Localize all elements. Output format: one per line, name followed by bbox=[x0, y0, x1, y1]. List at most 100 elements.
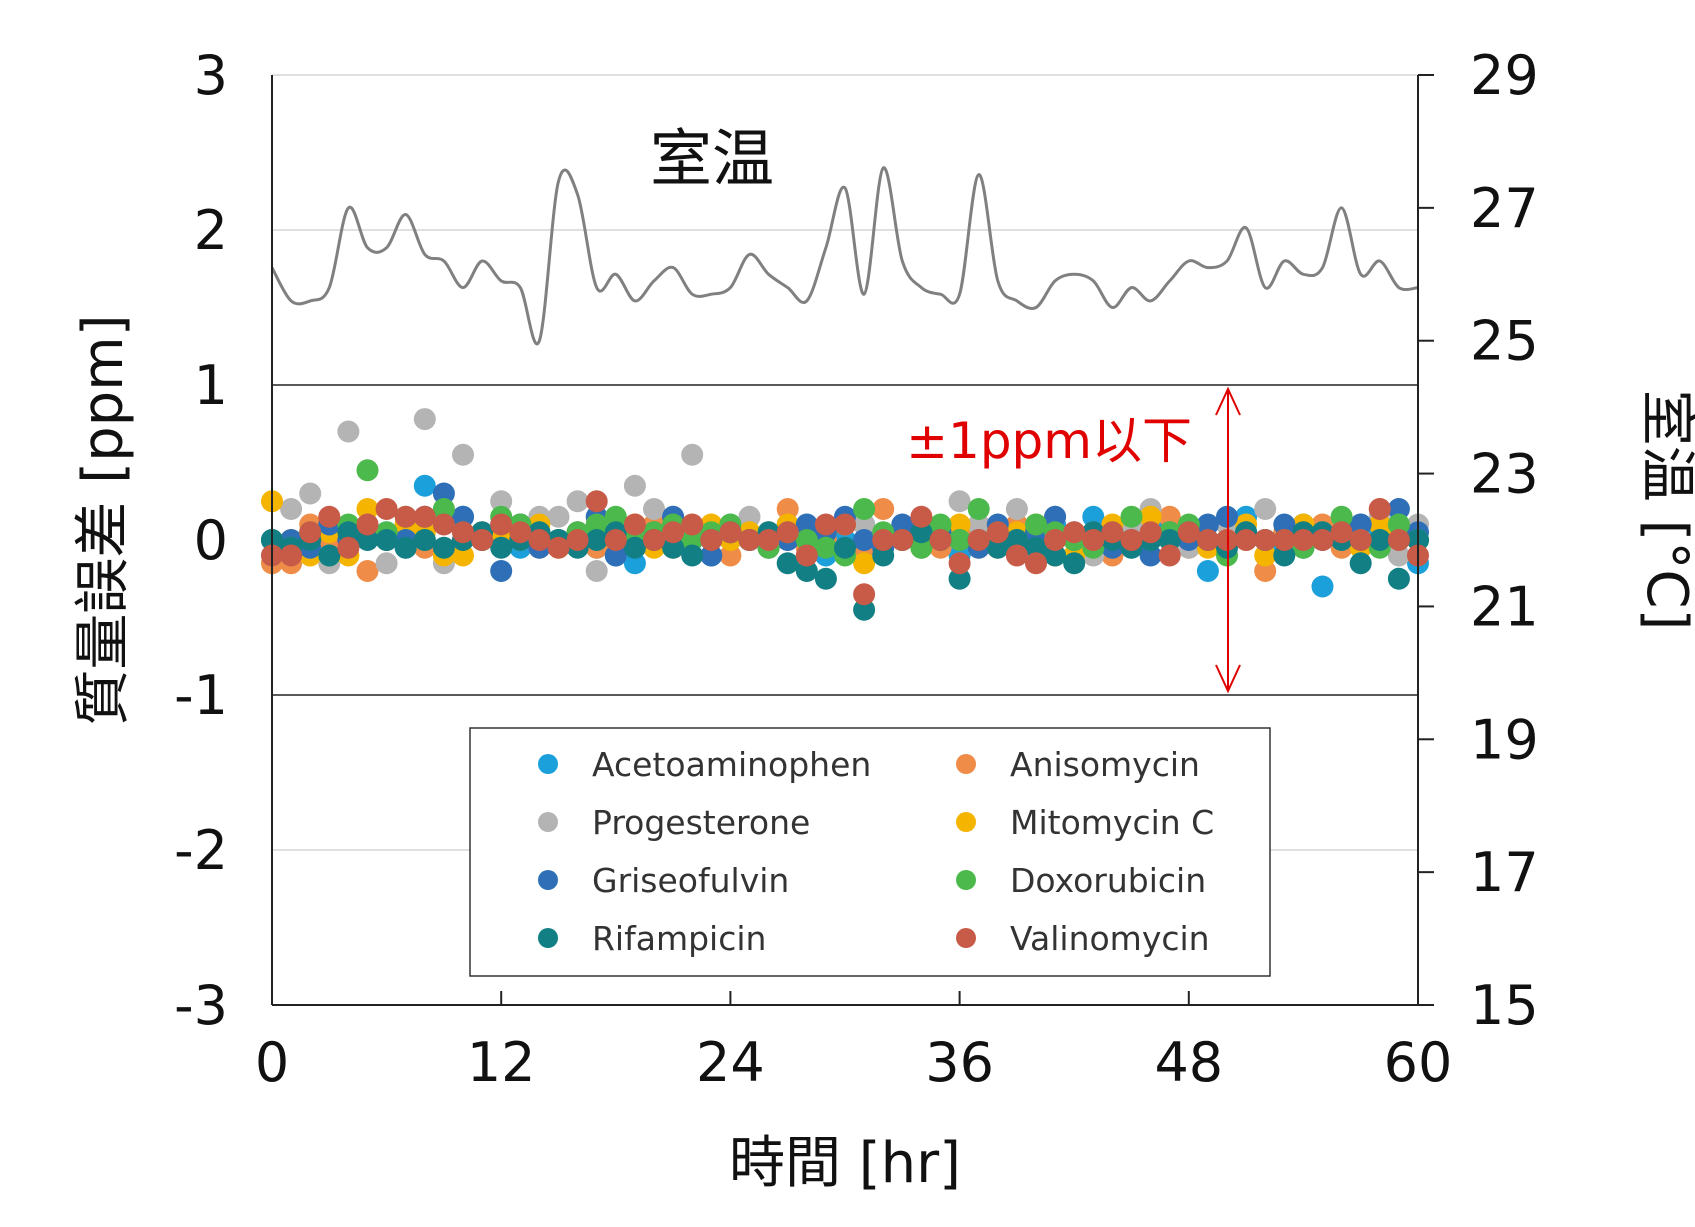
point-valinomycin-23 bbox=[700, 529, 723, 551]
point-rifampicin-57 bbox=[1349, 552, 1372, 575]
point-progesterone-12 bbox=[490, 490, 513, 513]
point-doxorubicin-9 bbox=[432, 498, 455, 520]
point-valinomycin-3 bbox=[318, 505, 341, 528]
point-griseofulvin-49 bbox=[1196, 513, 1219, 536]
point-rifampicin-31 bbox=[853, 598, 876, 621]
point-rifampicin-19 bbox=[623, 536, 646, 559]
point-rifampicin-22 bbox=[681, 544, 704, 567]
point-valinomycin-56 bbox=[1330, 521, 1353, 544]
point-progesterone-19 bbox=[623, 474, 646, 497]
point-valinomycin-46 bbox=[1139, 521, 1162, 544]
y2-tick-label-0: 29 bbox=[1470, 44, 1539, 107]
point-rifampicin-27 bbox=[776, 552, 799, 575]
point-rifampicin-17 bbox=[585, 529, 608, 551]
point-rifampicin-12 bbox=[490, 536, 513, 559]
point-mitomycin-c-31 bbox=[853, 552, 876, 575]
point-valinomycin-17 bbox=[585, 490, 608, 513]
point-acetoaminophen-19 bbox=[623, 552, 646, 575]
point-griseofulvin-9 bbox=[432, 482, 455, 505]
point-valinomycin-29 bbox=[814, 513, 837, 536]
point-mitomycin-c-10 bbox=[452, 544, 474, 567]
point-rifampicin-8 bbox=[413, 529, 436, 551]
point-valinomycin-52 bbox=[1254, 529, 1277, 551]
point-doxorubicin-28 bbox=[795, 529, 818, 551]
point-anisomycin-24 bbox=[719, 544, 742, 567]
point-acetoaminophen-55 bbox=[1311, 575, 1334, 598]
point-valinomycin-51 bbox=[1235, 529, 1258, 551]
point-valinomycin-54 bbox=[1292, 529, 1315, 551]
point-mitomycin-c-5 bbox=[356, 498, 379, 520]
point-valinomycin-58 bbox=[1368, 498, 1391, 520]
legend-marker-rifampicin bbox=[538, 928, 558, 948]
point-anisomycin-27 bbox=[776, 498, 799, 520]
legend-label-progesterone: Progesterone bbox=[592, 803, 810, 842]
point-valinomycin-21 bbox=[662, 521, 685, 544]
point-rifampicin-4 bbox=[337, 521, 360, 544]
point-valinomycin-26 bbox=[757, 529, 780, 551]
point-valinomycin-25 bbox=[738, 529, 761, 551]
point-valinomycin-43 bbox=[1082, 529, 1105, 551]
limit-lines bbox=[272, 384, 1418, 696]
point-griseofulvin-46 bbox=[1139, 544, 1162, 567]
legend-marker-griseofulvin bbox=[538, 870, 558, 890]
legend-label-griseofulvin: Griseofulvin bbox=[592, 861, 789, 900]
y-tick-label-5: -2 bbox=[174, 819, 228, 882]
point-progesterone-37 bbox=[967, 513, 990, 536]
y-tick-label-6: -3 bbox=[174, 974, 228, 1037]
point-valinomycin-33 bbox=[891, 529, 914, 551]
point-rifampicin-21 bbox=[662, 536, 685, 559]
point-rifampicin-3 bbox=[318, 544, 341, 567]
y2-tick-label-5: 19 bbox=[1470, 708, 1539, 771]
point-progesterone-52 bbox=[1254, 498, 1277, 520]
point-doxorubicin-37 bbox=[967, 498, 990, 520]
point-rifampicin-7 bbox=[394, 536, 417, 559]
point-doxorubicin-22 bbox=[681, 529, 704, 551]
point-valinomycin-20 bbox=[643, 529, 665, 551]
point-rifampicin-42 bbox=[1063, 552, 1086, 575]
point-valinomycin-4 bbox=[337, 536, 360, 559]
point-doxorubicin-29 bbox=[814, 536, 837, 559]
point-rifampicin-32 bbox=[872, 544, 895, 567]
point-valinomycin-14 bbox=[528, 529, 551, 551]
point-valinomycin-24 bbox=[719, 521, 742, 544]
point-griseofulvin-23 bbox=[700, 544, 723, 567]
tolerance-arrow-head-bottom bbox=[1215, 664, 1241, 694]
point-valinomycin-57 bbox=[1349, 529, 1372, 551]
point-valinomycin-38 bbox=[986, 521, 1009, 544]
point-progesterone-1 bbox=[280, 498, 303, 520]
point-mitomycin-c-58 bbox=[1368, 513, 1391, 536]
point-valinomycin-48 bbox=[1177, 521, 1200, 544]
point-progesterone-25 bbox=[738, 505, 761, 528]
legend-label-rifampicin: Rifampicin bbox=[592, 919, 766, 958]
point-doxorubicin-56 bbox=[1330, 505, 1353, 528]
point-mitomycin-c-46 bbox=[1139, 505, 1162, 528]
point-progesterone-17 bbox=[585, 560, 608, 582]
x-tick-label-4: 48 bbox=[1154, 1031, 1223, 1094]
legend-label-doxorubicin: Doxorubicin bbox=[1010, 861, 1206, 900]
point-progesterone-20 bbox=[643, 498, 665, 520]
point-rifampicin-29 bbox=[814, 567, 837, 590]
y-tick-label-3: 0 bbox=[194, 509, 228, 572]
legend-label-mitomycin-c: Mitomycin C bbox=[1010, 803, 1214, 842]
point-progesterone-36 bbox=[948, 490, 971, 513]
point-rifampicin-5 bbox=[356, 529, 379, 551]
point-griseofulvin-18 bbox=[604, 544, 627, 567]
tolerance-annotation: ±1ppm以下 bbox=[906, 386, 1241, 694]
point-rifampicin-38 bbox=[986, 536, 1009, 559]
point-valinomycin-31 bbox=[853, 583, 876, 606]
point-rifampicin-41 bbox=[1044, 544, 1067, 567]
point-rifampicin-30 bbox=[834, 536, 856, 559]
point-valinomycin-6 bbox=[375, 498, 398, 520]
y2-tick-label-1: 27 bbox=[1470, 177, 1539, 240]
legend-marker-acetoaminophen bbox=[538, 754, 558, 774]
point-valinomycin-19 bbox=[623, 513, 646, 536]
point-rifampicin-47 bbox=[1158, 529, 1181, 551]
point-valinomycin-53 bbox=[1273, 529, 1296, 551]
x-tick-label-5: 60 bbox=[1384, 1031, 1453, 1094]
point-doxorubicin-59 bbox=[1387, 513, 1410, 536]
point-doxorubicin-34 bbox=[910, 536, 933, 559]
point-valinomycin-15 bbox=[547, 536, 570, 559]
point-doxorubicin-5 bbox=[356, 459, 379, 482]
